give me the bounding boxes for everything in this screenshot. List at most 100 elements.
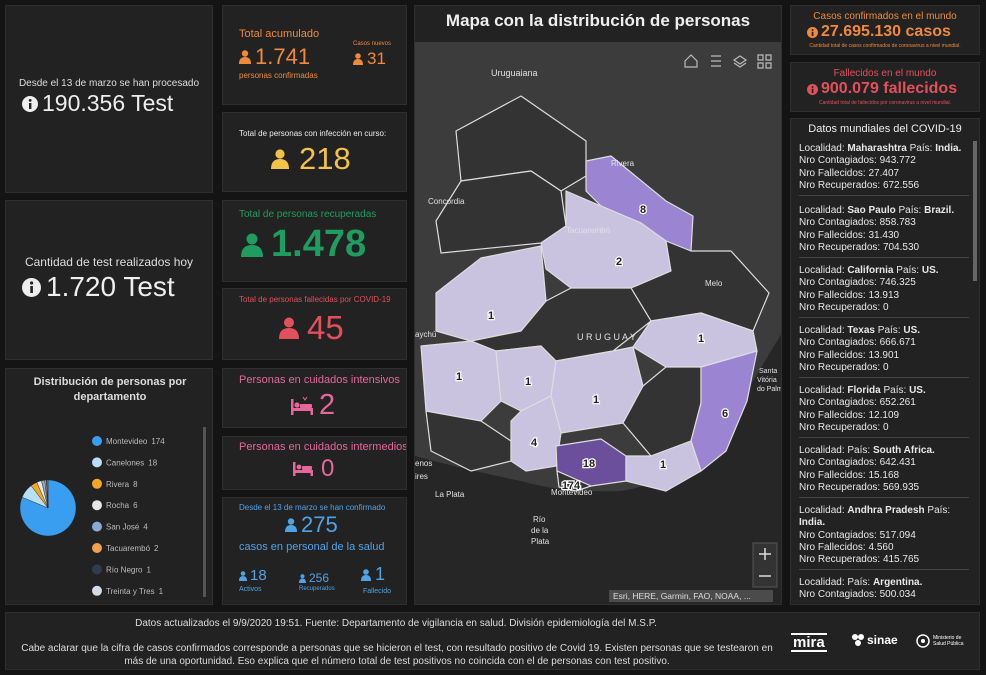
entry-recovered: Nro Recuperados: 0 (799, 362, 969, 374)
country-label: País: (896, 265, 920, 276)
tests-value: 190.356 Test (42, 90, 174, 116)
info-icon (807, 83, 818, 95)
locality: Sao Paulo (847, 205, 896, 216)
country-label: País: (927, 505, 951, 516)
zoom-buttons[interactable] (759, 548, 771, 577)
country: US. (921, 265, 939, 276)
map-panel: Mapa con la distribución de personas (414, 5, 782, 605)
legend-label: Canelones (106, 458, 144, 467)
cases-label: Nro Contagiados: (799, 217, 877, 229)
tests-today-value: 1.720 Test (46, 271, 175, 302)
tests-label: Desde el 13 de marzo se han procesado (18, 78, 200, 89)
entry-location: Localidad: Sao Paulo País: Brazil. (799, 205, 969, 217)
layers-button[interactable] (732, 55, 748, 68)
bed-icon (291, 396, 313, 415)
entry-cases: Nro Contagiados: 642.431 (799, 457, 969, 469)
new-cases-label: Casos nuevos (353, 41, 392, 47)
active-panel: Total de personas con infección en curso… (222, 112, 407, 192)
basemap-button[interactable] (757, 54, 772, 69)
confirmed-sub: personas confirmadas (239, 71, 318, 80)
scrollbar[interactable] (973, 141, 977, 281)
legend-value: 174 (151, 437, 165, 446)
department-count: 18 (583, 458, 595, 470)
health-staff-panel: Desde el 13 de marzo se han confirmado 2… (222, 497, 407, 605)
person-icon (241, 233, 263, 257)
place-label: La Plata (435, 490, 465, 499)
recovered-value: 415.765 (882, 554, 920, 566)
cases-label: Nro Contagiados: (799, 457, 877, 469)
cases-value: 666.671 (879, 337, 916, 349)
cases-label: Nro Contagiados: (799, 155, 877, 167)
locality: Andhra Pradesh (847, 505, 925, 516)
world-entry: Localidad: Maharashtra País: India. Nro C… (799, 143, 969, 197)
person-icon (239, 50, 251, 64)
entry-recovered: Nro Recuperados: 672.556 (799, 180, 969, 192)
bed-icon (293, 462, 313, 476)
entry-location: Localidad: País: Argentina. (799, 577, 969, 589)
deaths-label: Nro Fallecidos: (799, 541, 866, 553)
country-label: País: (877, 325, 901, 336)
staff-active-label: Activos (239, 586, 262, 593)
person-icon (279, 317, 299, 339)
locality-label: Localidad: (799, 385, 845, 396)
staff-active-value: 18 (250, 567, 267, 584)
department (690, 350, 758, 472)
recovered-label: Nro Recuperados: (799, 421, 881, 433)
locality-label: Localidad: (799, 325, 845, 336)
icu-label: Personas en cuidados intensivos (239, 374, 400, 386)
list-button[interactable] (711, 55, 721, 67)
world-cases-panel: Casos confirmados en el mundo 27.695.130… (790, 5, 980, 55)
entry-cases: Nro Contagiados: 666.671 (799, 337, 969, 349)
deaths-label: Nro Fallecidos: (799, 409, 866, 421)
health-staff-value: 275 (301, 512, 338, 537)
place-label: Melo (705, 279, 723, 288)
entry-cases: Nro Contagiados: 652.261 (799, 397, 969, 409)
department-count: 8 (640, 204, 646, 216)
legend-swatch (92, 585, 102, 596)
home-button[interactable] (684, 54, 698, 68)
entry-cases: Nro Contagiados: 746.325 (799, 277, 969, 289)
world-deaths-value: 900.079 fallecidos (821, 80, 958, 97)
place-label: Tacuarembó (566, 226, 611, 235)
confirmed-panel: Total acumulado 1.741 personas confirmad… (222, 5, 407, 105)
place-label: Santa (759, 368, 777, 375)
msp-icon (916, 634, 930, 648)
intermediate-label: Personas en cuidados intermedios (239, 441, 407, 453)
deaths-label: Nro Fallecidos: (799, 349, 866, 361)
place-label: Concordia (428, 197, 465, 206)
locality-label: Localidad: (799, 577, 845, 588)
deaths-value: 31.430 (868, 229, 900, 241)
deceased-value: 45 (307, 309, 344, 346)
department-count: 1 (593, 394, 599, 406)
locality: California (847, 265, 894, 276)
entry-recovered: Nro Recuperados: 569.935 (799, 482, 969, 494)
confirmed-value: 1.741 (255, 44, 311, 69)
entry-recovered: Nro Recuperados: 0 (799, 302, 969, 314)
icu-panel: Personas en cuidados intensivos 2 (222, 368, 407, 428)
recovered-value: 704.530 (882, 241, 920, 253)
recovered-label: Nro Recuperados: (799, 241, 881, 253)
health-staff-sub: casos en personal de la salud (239, 541, 385, 553)
world-deaths-row: 900.079 fallecidos (807, 80, 957, 98)
map-toolbar[interactable] (684, 54, 772, 69)
place-label: Rivera (611, 159, 635, 168)
entry-location: Localidad: Andhra Pradesh País: India. (799, 505, 969, 530)
world-entry: Localidad: Texas País: US. Nro Contagiado… (799, 325, 969, 379)
tests-today-label: Cantidad de test realizados hoy (24, 255, 194, 269)
legend-value: 4 (143, 523, 148, 532)
recovered-row: 1.478 (241, 223, 366, 266)
confirmed-row: 1.741 (239, 44, 310, 70)
place-label: ires (415, 472, 428, 481)
person-icon (285, 518, 297, 532)
distribution-title: Distribución de personas por departament… (33, 376, 187, 403)
legend-label: Tacuarembó (106, 544, 151, 553)
water (415, 334, 781, 604)
legend-swatch (92, 478, 102, 489)
cases-label: Nro Contagiados: (799, 397, 877, 409)
tests-value-row: 190.356 Test (22, 90, 173, 117)
legend-swatch (92, 564, 102, 575)
recovered-value: 0 (882, 301, 889, 313)
legend-swatch (92, 521, 102, 532)
cases-label: Nro Contagiados: (799, 277, 877, 289)
place-label: Uruguaiana (491, 68, 538, 78)
